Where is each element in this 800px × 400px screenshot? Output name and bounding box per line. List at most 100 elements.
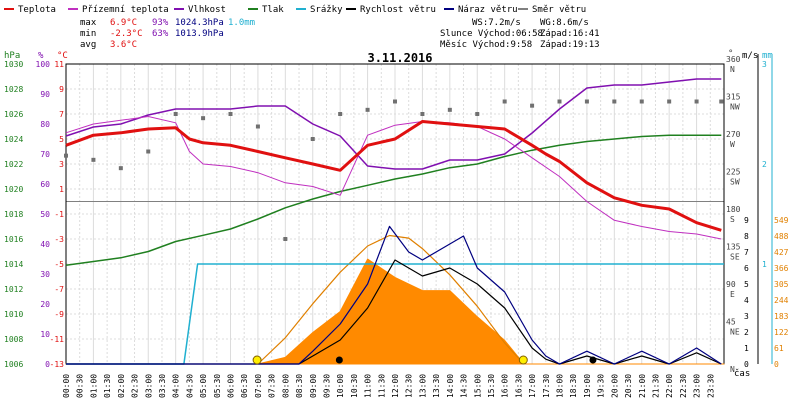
stats-block: max 6.9°C 93% 1024.3hPa 1.0mm min -2.3°C…	[80, 18, 255, 50]
legend-item: Vlhkost	[174, 5, 226, 15]
tick-wind-deg: 315	[726, 93, 741, 102]
tick-radiation: 549	[774, 216, 789, 225]
tick-time: 19:00	[583, 374, 592, 398]
legend-label: Teplota	[18, 5, 56, 15]
legend-label: Přízemní teplota	[82, 5, 169, 15]
tick-hpa: 1010	[4, 310, 23, 319]
tick-time: 16:30	[514, 374, 523, 398]
tick-time: 10:30	[350, 374, 359, 398]
legend-item: Směr větru	[518, 5, 586, 15]
legend-label: Srážky	[310, 5, 343, 15]
tick-radiation: 366	[774, 264, 789, 273]
tick-time: 09:00	[309, 374, 318, 398]
tick-time: 12:30	[405, 374, 414, 398]
tick-hpa: 1018	[4, 210, 23, 219]
tick-time: 19:30	[597, 374, 606, 398]
unit-mm: mm	[762, 51, 773, 61]
tick-time: 14:30	[460, 374, 469, 398]
legend-item: Teplota	[4, 5, 56, 15]
tick-degc: 3	[59, 160, 64, 169]
tick-time: 23:30	[706, 374, 715, 398]
tick-wind-dir: SW	[730, 178, 740, 187]
tick-ms: 1	[744, 344, 749, 353]
tick-hpa: 1022	[4, 160, 23, 169]
tick-rain: 3	[762, 60, 767, 69]
unit-pct: %	[38, 51, 44, 61]
tick-wind-dir: SE	[730, 253, 740, 262]
moon-marker	[589, 356, 597, 364]
tick-time: 20:30	[624, 374, 633, 398]
wind-dir-point	[447, 107, 452, 112]
tick-time: 18:00	[556, 374, 565, 398]
unit-time: čas	[734, 368, 750, 379]
tick-time: 20:00	[610, 374, 619, 398]
series-humidity	[65, 78, 722, 170]
wind-dir-point	[201, 116, 206, 121]
tick-degc: 11	[54, 60, 64, 69]
moon-set: Západ:19:13	[540, 40, 600, 50]
tick-pct: 80	[40, 120, 50, 129]
legend-label: Náraz větru	[458, 5, 518, 15]
wind-dir-point	[612, 99, 617, 104]
sun-set: Západ:16:41	[540, 29, 600, 39]
legend-label: Tlak	[262, 5, 284, 15]
tick-time: 07:00	[254, 374, 263, 398]
series-pressure	[65, 134, 722, 267]
tick-pct: 70	[40, 150, 50, 159]
tick-wind-dir: NE	[730, 328, 740, 337]
wind-dir-point	[530, 103, 535, 108]
tick-wind-deg: 135	[726, 243, 741, 252]
tick-degc: -3	[54, 235, 64, 244]
tick-wind-deg: 360	[726, 55, 741, 64]
tick-time: 04:00	[172, 374, 181, 398]
tick-pct: 10	[40, 330, 50, 339]
tick-hpa: 1014	[4, 260, 23, 269]
tick-ms: 6	[744, 264, 749, 273]
tick-pct: 50	[40, 210, 50, 219]
tick-pct: 60	[40, 180, 50, 189]
tick-radiation: 61	[774, 344, 784, 353]
wind-dir-point	[91, 157, 96, 162]
wind-dir-point	[475, 112, 480, 116]
tick-degc: 5	[59, 135, 64, 144]
tick-degc: -5	[54, 260, 64, 269]
tick-time: 13:00	[418, 374, 427, 398]
wind-dir-point	[365, 107, 370, 112]
tick-time: 11:00	[364, 374, 373, 398]
tick-time: 00:30	[76, 374, 85, 398]
stat-avg-temp: 3.6°C	[110, 40, 137, 50]
wind-dir-point	[118, 166, 123, 171]
tick-time: 00:00	[62, 374, 71, 398]
wind-sun-block: WS:7.2m/s WG:8.6m/s Slunce Východ:06:58 …	[440, 18, 600, 50]
tick-wind-deg: 45	[726, 318, 736, 327]
stat-min-label: min	[80, 29, 96, 39]
stat-max-label: max	[80, 18, 97, 28]
tick-degc: 7	[59, 110, 64, 119]
tick-hpa: 1030	[4, 60, 23, 69]
legend-item: Náraz větru	[444, 5, 518, 15]
legend-item: Srážky	[296, 5, 343, 15]
tick-wind-dir: S	[730, 215, 735, 224]
tick-wind-dir: W	[730, 140, 735, 149]
tick-time: 06:30	[240, 374, 249, 398]
unit-hpa: hPa	[4, 51, 20, 61]
moon-marker	[335, 356, 343, 364]
tick-wind-deg: 90	[726, 280, 736, 289]
tick-time: 13:30	[432, 374, 441, 398]
tick-time: 18:30	[569, 374, 578, 398]
tick-ms: 8	[744, 232, 749, 241]
tick-ms: 2	[744, 328, 749, 337]
tick-ms: 5	[744, 280, 749, 289]
tick-time: 03:30	[158, 374, 167, 398]
tick-time: 05:00	[199, 374, 208, 398]
tick-pct: 30	[40, 270, 50, 279]
tick-wind-dir: NW	[730, 103, 740, 112]
moon-rise: Měsíc Východ:9:58	[440, 40, 532, 50]
wind-dir-point	[420, 112, 425, 116]
unit-degc: °C	[57, 51, 68, 61]
tick-wind-dir: N	[730, 365, 735, 374]
tick-time: 11:30	[377, 374, 386, 398]
tick-time: 21:00	[638, 374, 647, 398]
stat-avg-label: avg	[80, 40, 96, 50]
